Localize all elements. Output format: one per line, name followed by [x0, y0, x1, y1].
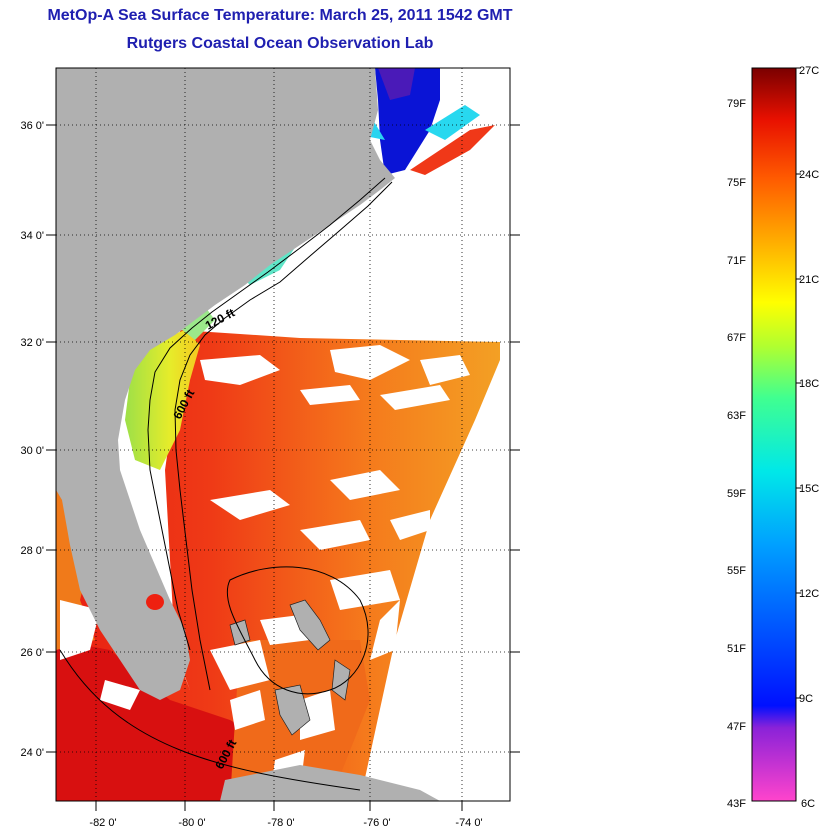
lat-label-28: 28 0' — [20, 545, 44, 557]
tick-marks — [46, 124, 520, 811]
land-mass — [56, 68, 395, 700]
lon-label-76: -76 0' — [363, 817, 390, 829]
lat-label-24: 24 0' — [20, 747, 44, 759]
c-label-15: 15C — [799, 483, 819, 495]
f-label-59: 59F — [727, 488, 746, 500]
cloud-patches — [60, 345, 470, 795]
f-label-71: 71F — [727, 255, 746, 267]
c-label-9: 9C — [799, 693, 813, 705]
depth-contours — [59, 177, 393, 791]
celsius-scale: 27C 24C 21C 18C 15C 12C 9C 6C — [796, 65, 819, 810]
f-label-51: 51F — [727, 643, 746, 655]
map-layers — [56, 68, 500, 801]
bahamas-islands — [229, 599, 351, 736]
c-label-6: 6C — [801, 798, 815, 810]
map-title: MetOp-A Sea Surface Temperature: March 2… — [47, 7, 513, 24]
lat-label-26: 26 0' — [20, 647, 44, 659]
f-label-67: 67F — [727, 332, 746, 344]
lat-label-30: 30 0' — [20, 445, 44, 457]
c-label-24: 24C — [799, 169, 819, 181]
f-label-55: 55F — [727, 565, 746, 577]
lon-label-74: -74 0' — [455, 817, 482, 829]
sst-cold-purple — [378, 68, 415, 100]
c-label-18: 18C — [799, 378, 819, 390]
lon-label-82: -82 0' — [89, 817, 116, 829]
f-label-43: 43F — [727, 798, 746, 810]
f-label-79: 79F — [727, 98, 746, 110]
c-label-12: 12C — [799, 588, 819, 600]
fahrenheit-scale: 79F 75F 71F 67F 63F 59F 55F 51F 47F 43F — [727, 98, 746, 810]
f-label-63: 63F — [727, 410, 746, 422]
lon-label-80: -80 0' — [178, 817, 205, 829]
temperature-colorbar — [751, 67, 797, 802]
lat-label-36: 36 0' — [20, 120, 44, 132]
sst-red-strip — [410, 125, 495, 175]
c-label-21: 21C — [799, 274, 819, 286]
map-subtitle: Rutgers Coastal Ocean Observation Lab — [126, 35, 434, 52]
map-frame — [55, 67, 511, 802]
c-label-27: 27C — [799, 65, 819, 77]
lake-okeechobee — [146, 594, 164, 610]
f-label-47: 47F — [727, 721, 746, 733]
sst-coastal-band — [125, 330, 200, 470]
sst-cyan-strip — [425, 105, 480, 140]
lon-label-78: -78 0' — [267, 817, 294, 829]
lat-label-32: 32 0' — [20, 337, 44, 349]
cuba-land — [220, 765, 440, 801]
lat-label-34: 34 0' — [20, 230, 44, 242]
f-label-75: 75F — [727, 177, 746, 189]
